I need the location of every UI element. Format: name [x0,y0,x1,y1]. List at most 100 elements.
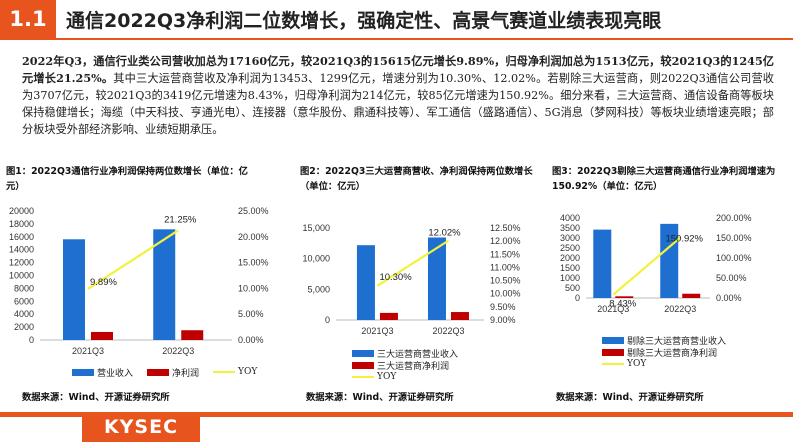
legend-swatch [352,376,374,378]
legend-item: 剔除三大运营商营业收入 [602,334,727,347]
legend-label: 营业收入 [97,368,134,379]
yoy-data-label: 9.89% [90,277,117,288]
y-tick-label: 5,000 [307,284,330,294]
bar-primary [593,229,612,298]
figure-2-source: 数据来源：Wind、开源证券研究所 [306,392,454,403]
y2-tick-label: 10.00% [490,289,521,299]
legend-item: YOY [213,366,257,378]
y2-tick-label: 150.00% [716,233,752,243]
y-tick-label: 18000 [9,219,34,229]
legend-item: YOY [602,358,726,370]
x-tick-label: 2021Q3 [72,346,104,356]
yoy-line [87,229,179,290]
y-tick-label: 8000 [14,283,34,293]
bar-primary [427,237,446,320]
footer-bar [0,412,793,417]
y-tick-label: 0 [575,293,580,303]
legend-item: YOY [352,371,458,383]
legend-swatch [602,348,624,356]
legend-item: 营业收入 [72,366,134,379]
y-tick-label: 20000 [9,206,34,216]
y2-tick-label: 0.00% [716,293,742,303]
figure-2-legend: 三大运营商营业收入 三大运营商净利润 YOY [352,347,458,383]
x-tick-label: 2021Q3 [361,326,393,336]
y-tick-label: 6000 [14,296,34,306]
yoy-data-label: 21.25% [164,214,197,225]
y2-tick-label: 9.50% [490,302,516,312]
x-tick-label: 2022Q3 [432,326,464,336]
y-tick-label: 10000 [9,271,34,281]
legend-swatch [147,368,170,376]
figure-3-source: 数据来源：Wind、开源证券研究所 [556,392,704,403]
legend-swatch [213,371,236,373]
yoy-data-label: 10.30% [379,272,412,283]
y2-tick-label: 100.00% [716,253,752,263]
legend-swatch [72,368,94,376]
bar-secondary [181,330,204,340]
y2-tick-label: 0.00% [238,335,264,345]
section-header: 1.1 通信2022Q3净利润二位数增长，强确定性、高景气赛道业绩表现亮眼 [0,0,793,40]
x-tick-label: 2022Q3 [664,304,696,314]
bar-secondary [450,312,469,320]
y-tick-label: 2500 [560,243,580,253]
legend-label: 剔除三大运营商营业收入 [627,336,727,347]
legend-swatch [602,336,624,344]
yoy-data-label: 8.43% [609,299,636,310]
y-tick-label: 15,000 [302,223,330,233]
summary-normal-text: 其中三大运营商营收及净利润为13453、1299亿元，增速分别为10.30%、1… [22,72,774,136]
summary-paragraph: 2022年Q3，通信行业类公司营收加总为17160亿元，较2021Q3的1561… [22,53,774,138]
kysec-logo: KYSEC [82,412,200,442]
figure-1-legend: 营业收入 净利润 YOY [72,366,257,379]
y-tick-label: 4000 [560,213,580,223]
legend-item: 三大运营商营业收入 [352,347,458,360]
legend-label: 三大运营商净利润 [377,361,450,372]
y2-tick-label: 11.50% [490,249,520,259]
yoy-data-label: 150.92% [665,234,703,245]
chart-1-svg: 0 2000 4000 6000 8000 10000 12000 14000 16000 180… [9,206,269,356]
figure-2-title: 图2：2022Q3三大运营商营收、净利润保持两位数增长（单位：亿元） [300,166,533,192]
summary-bold-text: 2022年Q3，通信行业类公司营收加总为17160亿元，较2021Q3的1561… [22,54,774,85]
figure-3-title: 图3：2022Q3剔除三大运营商通信行业净利润增速为150.92%（单位：亿元） [552,166,776,192]
y2-tick-label: 12.50% [490,223,521,233]
y2-tick-label: 20.00% [238,232,269,242]
y-tick-label: 3000 [560,233,580,243]
figure-3-legend: 剔除三大运营商营业收入 剔除三大运营商净利润 YOY [602,334,726,370]
header-divider [0,38,793,40]
legend-label: 净利润 [172,368,200,379]
bar-secondary [615,296,634,298]
y-tick-label: 500 [565,283,580,293]
bar-secondary [91,331,113,340]
chart-2-svg: 0 5,000 10,000 15,000 9.00% 9.50% 10.00% 10.50%… [302,223,521,336]
legend-label: YOY [238,367,258,377]
legend-item: 剔除三大运营商净利润 [602,346,726,359]
y-tick-label: 1500 [560,263,580,273]
y2-tick-label: 50.00% [716,273,747,283]
y2-tick-label: 9.00% [490,315,516,325]
legend-item: 三大运营商净利润 [352,359,458,372]
legend-item: 净利润 [147,366,200,379]
figure-1-chart: 0 2000 4000 6000 8000 10000 12000 14000 16000 180… [0,200,290,362]
y-tick-label: 10,000 [302,254,330,264]
y-tick-label: 16000 [9,232,34,242]
legend-label: YOY [627,359,647,369]
figure-1-source: 数据来源：Wind、开源证券研究所 [22,392,170,403]
yoy-line [612,236,681,296]
y-tick-label: 3500 [560,223,580,233]
y2-tick-label: 12.00% [490,236,521,246]
y2-tick-label: 5.00% [238,309,264,319]
y-tick-label: 14000 [9,245,34,255]
figure-3-chart: 0 500 1000 1500 2000 2500 3000 3500 4000 0.00% 50.… [548,208,793,328]
yoy-line [376,239,450,287]
legend-label: YOY [377,372,397,382]
figure-1-title: 图1：2022Q3通信行业净利润保持两位数增长（单位：亿元） [6,166,248,192]
bar-secondary [379,312,398,320]
figure-2-chart: 0 5,000 10,000 15,000 9.00% 9.50% 10.00% 10.50%… [292,218,548,344]
y2-tick-label: 15.00% [238,258,269,268]
y-tick-label: 12000 [9,258,34,268]
bar-secondary [682,293,701,298]
y2-tick-label: 200.00% [716,213,752,223]
section-number: 1.1 [0,0,56,38]
bar-primary [356,245,375,320]
page-footer: KYSEC [0,412,793,446]
